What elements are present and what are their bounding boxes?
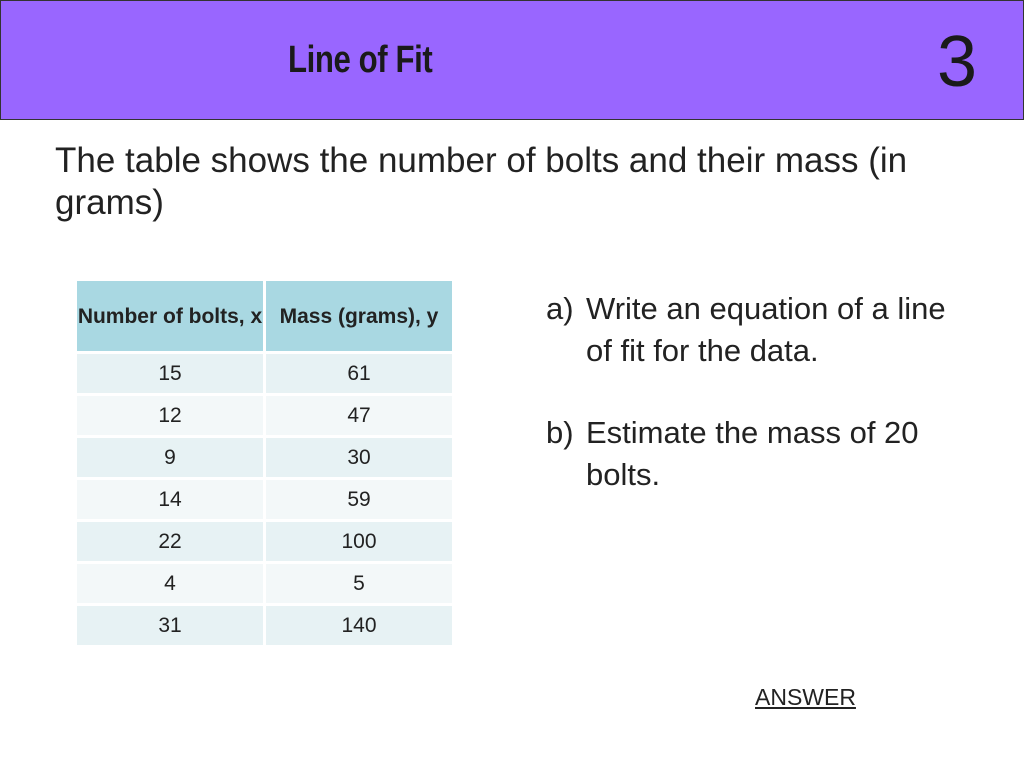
question-letter: b) [546, 415, 574, 450]
table-row: 9 30 [77, 436, 452, 480]
table-header-row: Number of bolts, x Mass (grams), y [77, 281, 452, 354]
question-text: Estimate the mass of 20 bolts. [586, 415, 919, 492]
table-row: 4 5 [77, 562, 452, 606]
cell-mass: 5 [264, 562, 452, 606]
cell-mass: 100 [264, 520, 452, 564]
question-letter: a) [546, 291, 574, 326]
cell-mass: 47 [264, 394, 452, 438]
question-a: a) Write an equation of a line of fit fo… [546, 288, 976, 372]
table-row: 12 47 [77, 394, 452, 438]
intro-text: The table shows the number of bolts and … [55, 141, 908, 222]
table-row: 31 140 [77, 604, 452, 648]
cell-bolts: 9 [77, 436, 266, 480]
questions-list: a) Write an equation of a line of fit fo… [546, 288, 976, 496]
column-header-mass: Mass (grams), y [264, 281, 452, 354]
cell-bolts: 15 [77, 352, 266, 396]
slide-number: 3 [936, 22, 977, 102]
table-row: 14 59 [77, 478, 452, 522]
data-table: Number of bolts, x Mass (grams), y 15 61… [77, 281, 452, 648]
cell-bolts: 12 [77, 394, 266, 438]
table-row: 22 100 [77, 520, 452, 564]
answer-link[interactable]: ANSWER [755, 684, 856, 710]
cell-bolts: 4 [77, 562, 266, 606]
question-text: Write an equation of a line of fit for t… [586, 291, 946, 368]
cell-mass: 61 [264, 352, 452, 396]
cell-mass: 140 [264, 604, 452, 648]
question-b: b) Estimate the mass of 20 bolts. [546, 412, 976, 496]
cell-mass: 59 [264, 478, 452, 522]
page-title: Line of Fit [288, 39, 433, 81]
column-header-bolts: Number of bolts, x [77, 281, 266, 354]
cell-bolts: 22 [77, 520, 266, 564]
cell-bolts: 14 [77, 478, 266, 522]
header-bar: Line of Fit 3 [0, 0, 1024, 120]
cell-mass: 30 [264, 436, 452, 480]
cell-bolts: 31 [77, 604, 266, 648]
table-row: 15 61 [77, 352, 452, 396]
